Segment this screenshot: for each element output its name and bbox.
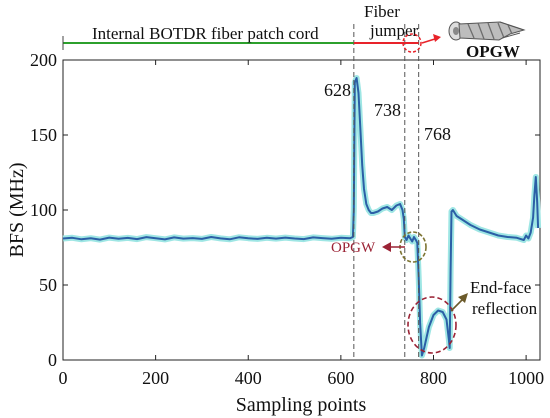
x-tick-label: 0 xyxy=(59,368,68,388)
opgw-top-label: OPGW xyxy=(466,42,520,61)
x-tick-label: 200 xyxy=(142,368,169,388)
y-axis-title: BFS (MHz) xyxy=(6,162,28,257)
reflection-label: End-face reflection xyxy=(470,278,538,318)
marker-label-628: 628 xyxy=(324,80,351,100)
bfs-noise-band xyxy=(62,75,542,359)
y-tick-label: 50 xyxy=(39,275,57,295)
y-axis: 0 50 100 150 200 xyxy=(30,50,540,370)
y-tick-label: 150 xyxy=(30,125,57,145)
x-axis: 0 200 400 600 800 1000 xyxy=(59,60,544,388)
x-tick-label: 800 xyxy=(420,368,447,388)
marker-label-738: 738 xyxy=(374,100,401,120)
reflection-arrow-line xyxy=(450,298,464,312)
segment-markers xyxy=(353,24,420,360)
y-tick-label: 200 xyxy=(30,50,57,70)
marker-label-768: 768 xyxy=(424,124,451,144)
joint-arrow-head xyxy=(433,34,441,42)
y-tick-label: 0 xyxy=(48,350,57,370)
y-tick-label: 100 xyxy=(30,200,57,220)
opgw-arrow-head xyxy=(382,242,391,252)
opgw-cable-icon xyxy=(448,21,526,41)
reflection-arrow-head xyxy=(458,293,468,303)
x-tick-label: 600 xyxy=(327,368,354,388)
x-tick-label: 400 xyxy=(235,368,262,388)
bfs-series-line xyxy=(62,77,540,357)
plot-frame xyxy=(62,59,541,361)
jumper-opgw-joint-ring xyxy=(402,33,422,53)
patch-cord-label: Internal BOTDR fiber patch cord xyxy=(92,24,319,43)
reflection-ring xyxy=(407,296,457,354)
x-axis-title: Sampling points xyxy=(236,394,367,416)
x-tick-label: 1000 xyxy=(508,368,544,388)
opgw-segment-label: OPGW xyxy=(331,240,376,256)
